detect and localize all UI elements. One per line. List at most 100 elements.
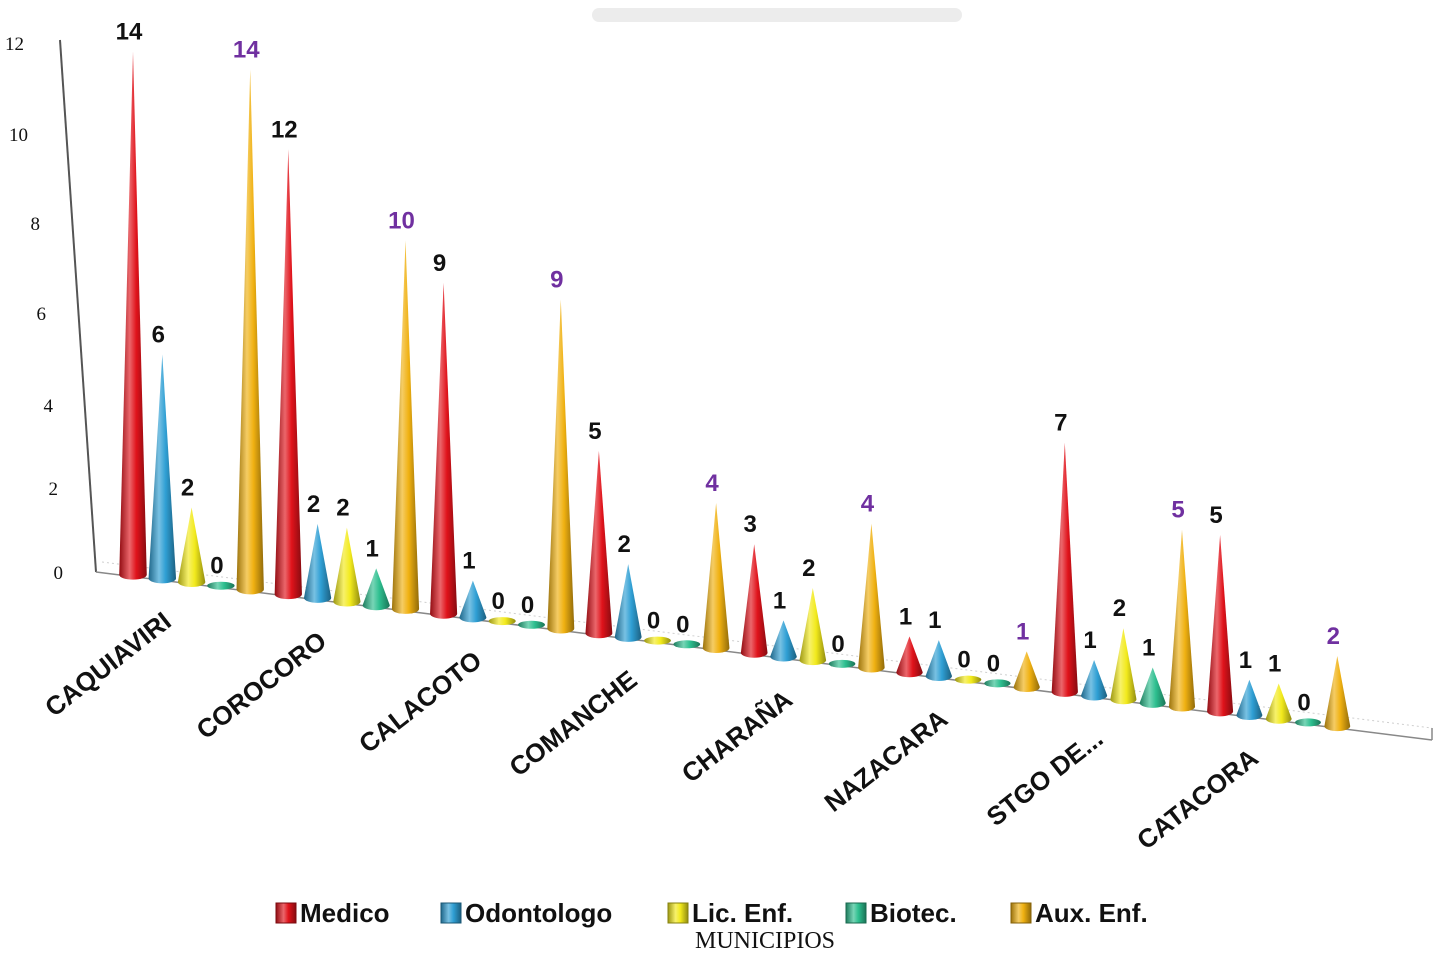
cone-body (430, 282, 458, 619)
y-tick-label: 10 (9, 125, 28, 146)
cone-body (303, 523, 332, 603)
data-label: 5 (588, 418, 601, 445)
legend: Medico Odontologo Lic. Enf. Biotec. Aux. Enf… (275, 898, 1148, 928)
x-tick-label: CALACOTO (353, 645, 487, 759)
cone-body (119, 51, 147, 580)
cone-mark (925, 640, 953, 681)
data-label: 2 (307, 491, 320, 518)
cone-body (333, 527, 361, 607)
cone-body (585, 450, 613, 639)
legend-label: Aux. Enf. (1035, 898, 1148, 928)
cone-mark (333, 527, 361, 607)
cone-body (547, 299, 575, 634)
legend-swatch (1010, 902, 1032, 924)
data-label: 2 (1327, 623, 1340, 650)
cone-body (148, 354, 177, 584)
cone-mark (1013, 651, 1040, 693)
cone-mark (148, 354, 177, 584)
legend-swatch (845, 902, 867, 924)
cone-body (1110, 628, 1137, 705)
data-label: 1 (773, 587, 786, 614)
cone-body (1081, 659, 1108, 701)
cone-mark (828, 659, 856, 668)
cone-mark (1139, 667, 1166, 708)
cone-body (177, 507, 206, 588)
data-label: 0 (1297, 689, 1310, 716)
data-label: 3 (744, 511, 757, 538)
legend-item: Lic. Enf. (667, 898, 793, 928)
cone-mark (274, 149, 302, 600)
cone-mark (207, 581, 235, 590)
cone-body (391, 240, 420, 614)
cone-base-flat (673, 640, 701, 649)
cone-mark (858, 523, 885, 673)
cone-base-flat (644, 636, 671, 645)
cone-mark (702, 502, 730, 653)
cone-mark (1295, 718, 1321, 727)
data-label: 0 (521, 592, 534, 619)
data-label: 9 (433, 250, 446, 277)
y-tick-label: 6 (37, 304, 47, 325)
data-label: 5 (1171, 497, 1184, 524)
y-tick-label: 12 (5, 34, 24, 55)
cone-body (1265, 683, 1292, 724)
legend-label: Lic. Enf. (692, 898, 793, 928)
x-tick-label: CHARAÑA (676, 684, 798, 789)
cone-body (1051, 442, 1078, 697)
data-label: 2 (1113, 595, 1126, 622)
data-label: 6 (152, 322, 165, 349)
legend-label: Odontologo (465, 898, 612, 928)
cone-body (1139, 667, 1166, 708)
data-label: 1 (1239, 647, 1252, 674)
cone-mark (770, 620, 797, 662)
cone-mark (1265, 683, 1292, 724)
cone-mark (1110, 628, 1137, 705)
data-label: 1 (928, 607, 941, 634)
cone-mark (954, 675, 982, 684)
cone-mark (1168, 529, 1196, 712)
cone-mark (1236, 679, 1263, 721)
data-label: 0 (831, 631, 844, 658)
x-tick-label: CATACORA (1131, 742, 1264, 855)
data-label: 0 (987, 650, 1000, 677)
cone-mark (430, 282, 458, 619)
y-tick-label: 2 (49, 479, 59, 500)
x-tick-label: COROCORO (191, 625, 332, 745)
legend-swatch (440, 902, 462, 924)
data-label: 1 (899, 603, 912, 630)
x-tick-label: COMANCHE (503, 664, 642, 782)
data-label: 10 (388, 207, 415, 234)
cone-mark (362, 568, 390, 611)
cone-mark (614, 564, 642, 642)
cone-mark (459, 580, 487, 623)
data-label: 4 (861, 491, 875, 518)
cone-body (236, 69, 264, 595)
data-label: 14 (116, 19, 143, 46)
cone-mark (1324, 655, 1351, 732)
data-label: 2 (618, 531, 631, 558)
cone-mark (177, 507, 206, 588)
data-label: 5 (1209, 502, 1222, 529)
data-label: 7 (1054, 410, 1067, 437)
cone-mark (673, 640, 701, 649)
data-label: 1 (1083, 627, 1096, 654)
cone-mark (518, 620, 545, 629)
cone-base-flat (954, 675, 982, 684)
chart-title-blurred (592, 8, 962, 22)
x-tick-label: STGO DE... (981, 723, 1109, 832)
cone-body (1168, 529, 1196, 712)
data-label: 2 (336, 495, 349, 522)
cone-mark (119, 51, 147, 580)
x-axis-title: MUNICIPIOS (695, 928, 835, 954)
cone-mark (1051, 442, 1078, 697)
cone-body (459, 580, 487, 623)
legend-item: Aux. Enf. (1010, 898, 1148, 928)
data-label: 1 (1142, 634, 1155, 661)
chart-marks (119, 51, 1351, 732)
cone-mark (236, 69, 264, 595)
cone-base-flat (984, 679, 1011, 688)
cone-mark (391, 240, 420, 614)
cone-base-flat (488, 617, 516, 626)
cone-mark (740, 544, 768, 658)
